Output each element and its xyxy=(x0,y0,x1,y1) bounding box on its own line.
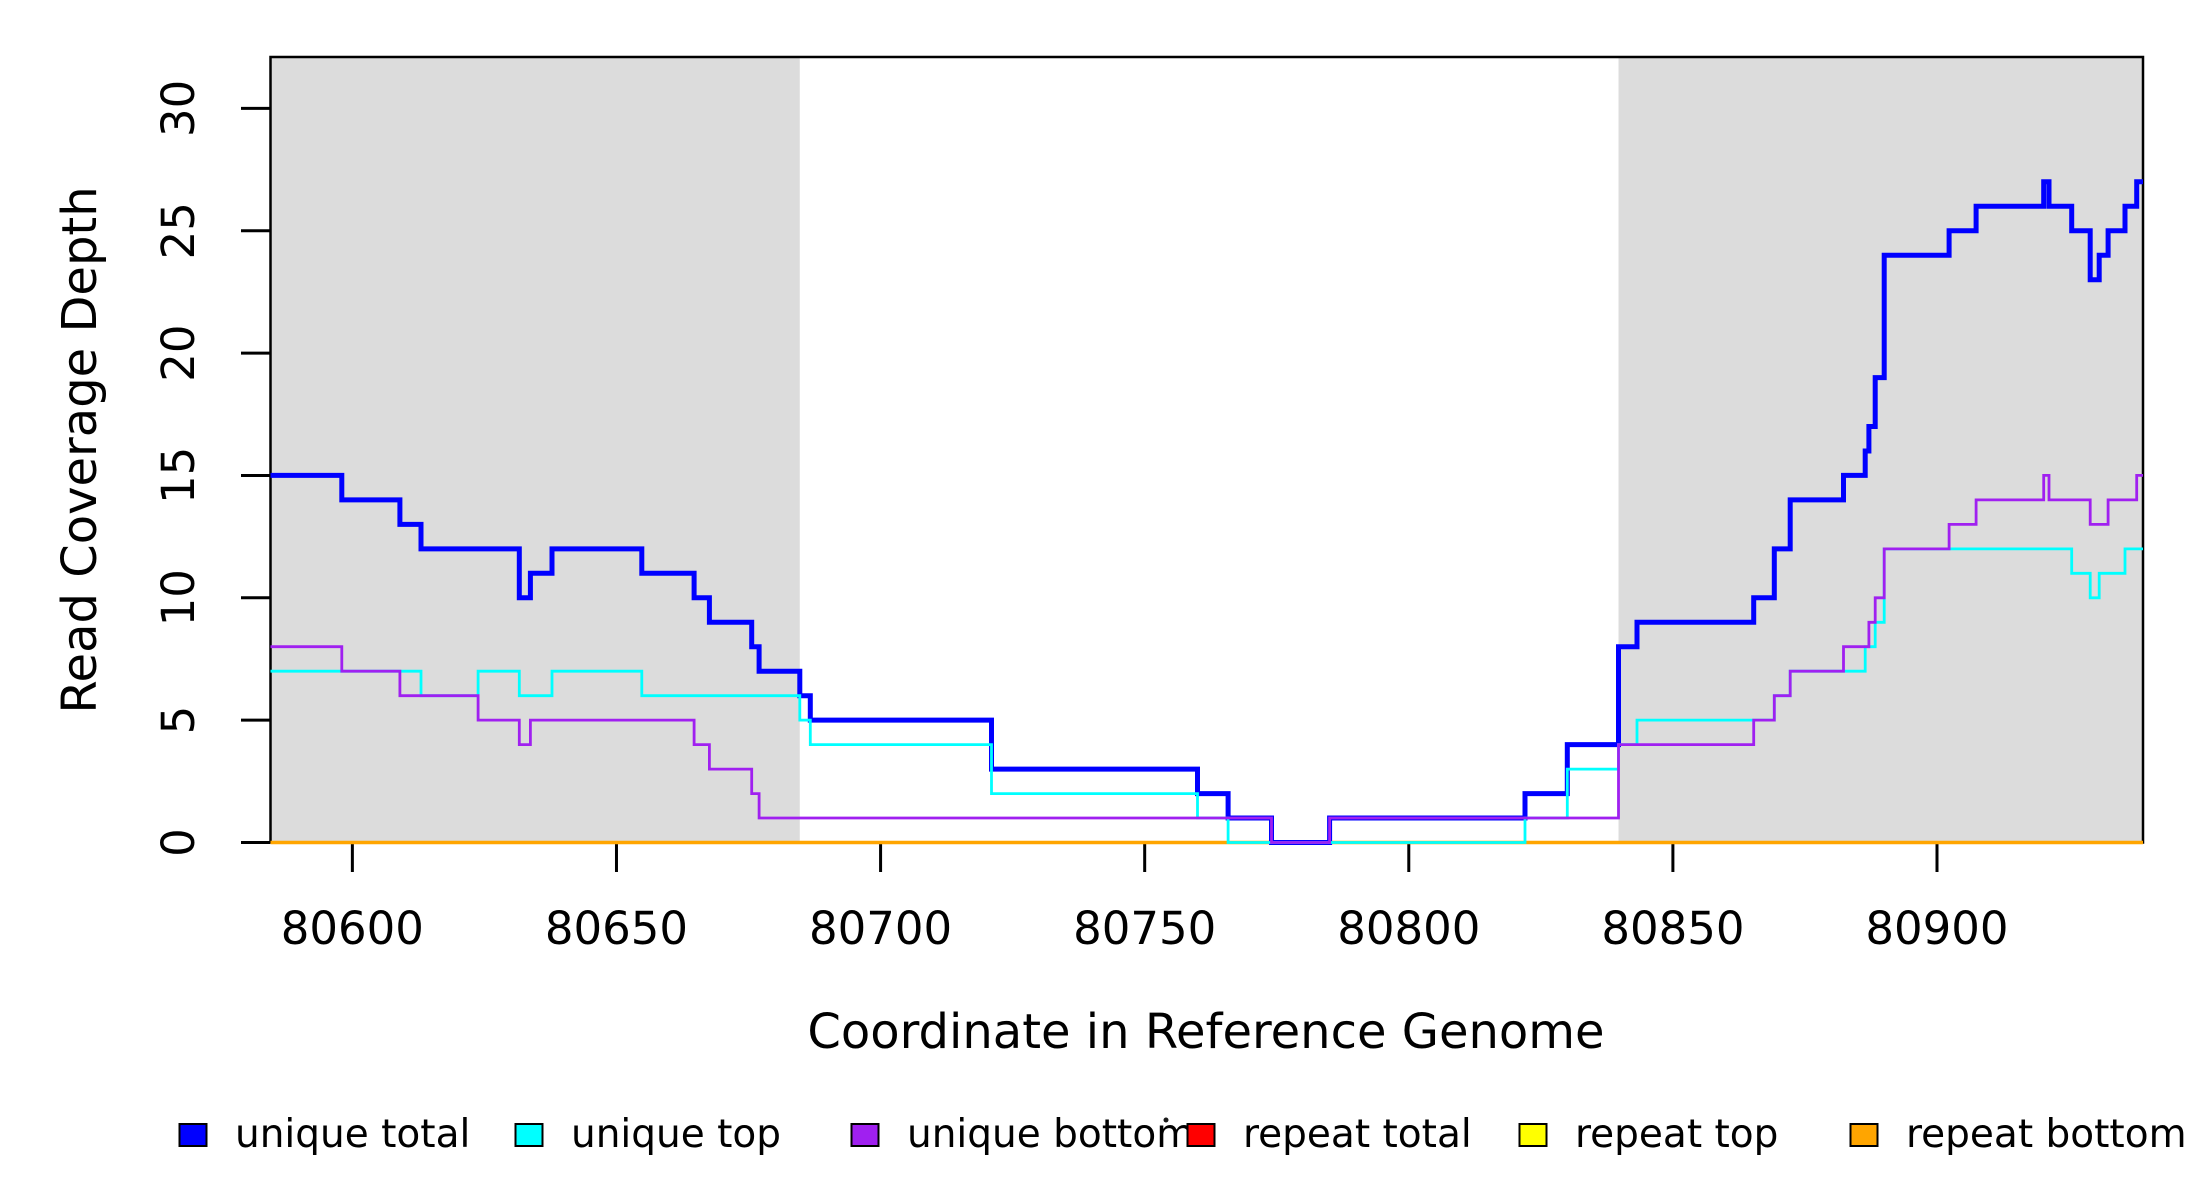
legend-label-unique-bottom: unique bottom xyxy=(907,1112,1194,1157)
y-axis-tick-label: 0 xyxy=(152,828,205,857)
y-axis-title: Read Coverage Depth xyxy=(52,186,108,713)
legend-label-unique-top: unique top xyxy=(571,1112,781,1157)
legend-swatch-unique-top xyxy=(514,1123,544,1147)
legend-swatch-unique-bottom xyxy=(850,1123,880,1147)
y-axis-tick-label: 10 xyxy=(152,569,205,626)
y-axis-tick-label: 25 xyxy=(152,202,205,259)
series-line-unique-bottom xyxy=(270,474,2143,844)
y-axis-tick-label: 15 xyxy=(152,447,205,504)
legend-label-repeat-bottom: repeat bottom xyxy=(1906,1112,2187,1157)
legend-label-repeat-top: repeat top xyxy=(1575,1112,1778,1157)
x-axis-tick-label: 80800 xyxy=(1337,902,1480,955)
x-axis-tick-label: 80900 xyxy=(1865,902,2008,955)
legend-label-unique-total: unique total xyxy=(235,1112,470,1157)
x-axis-tick-label: 80700 xyxy=(809,902,952,955)
legend-swatch-repeat-top xyxy=(1518,1123,1548,1147)
x-axis-tick-label: 80850 xyxy=(1601,902,1744,955)
legend-swatch-unique-total xyxy=(178,1123,208,1147)
legend-swatch-repeat-bottom xyxy=(1849,1123,1879,1147)
series-line-unique-top xyxy=(270,547,2143,844)
x-axis-title: Coordinate in Reference Genome xyxy=(807,1004,1604,1060)
series-group xyxy=(270,179,2143,845)
series-line-unique-total xyxy=(270,179,2143,845)
shaded-region-0 xyxy=(270,57,800,844)
legend-label-repeat-total: repeat total xyxy=(1243,1112,1472,1157)
x-axis-tick-label: 80750 xyxy=(1073,902,1216,955)
legend-swatch-repeat-total xyxy=(1186,1123,1216,1147)
y-axis-tick-label: 5 xyxy=(152,706,205,735)
y-axis-tick-label: 30 xyxy=(152,80,205,137)
stray-dot-artifact xyxy=(1163,1117,1169,1123)
legend: unique total unique top unique bottom repea… xyxy=(178,1112,2187,1157)
y-axis-tick-label: 20 xyxy=(152,324,205,381)
x-axis-tick-label: 80650 xyxy=(545,902,688,955)
shaded-region-1 xyxy=(1618,57,2143,844)
x-axis-tick-label: 80600 xyxy=(281,902,424,955)
